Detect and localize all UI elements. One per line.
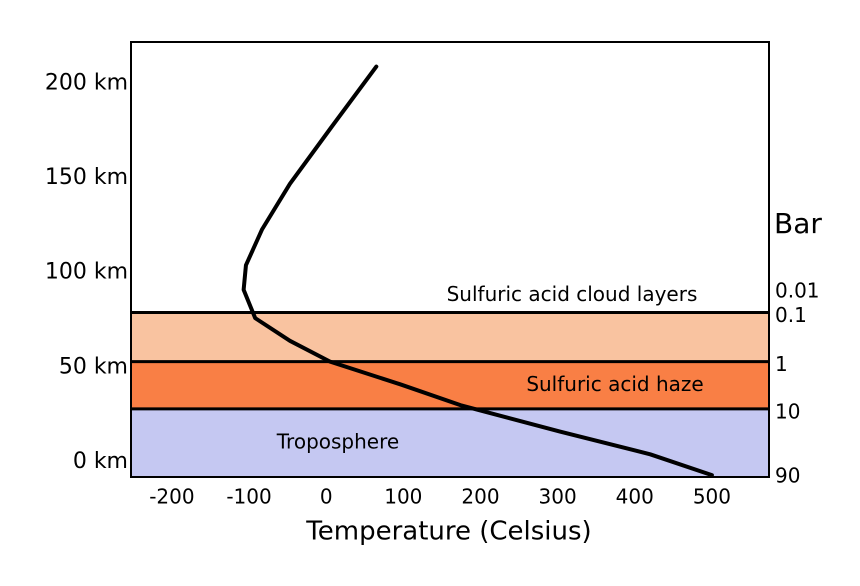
region-label: Troposphere xyxy=(276,429,399,453)
x-tick-label: 0 xyxy=(320,485,333,509)
x-tick-label: 500 xyxy=(693,485,731,509)
pressure-tick-label: 0.1 xyxy=(775,303,807,327)
pressure-tick-label: 0.01 xyxy=(775,278,820,302)
x-tick-label: 100 xyxy=(384,485,422,509)
temperature-curve xyxy=(241,64,714,478)
y-tick-label: 0 km xyxy=(73,449,128,474)
region-label: Sulfuric acid cloud layers xyxy=(447,282,698,306)
pressure-tick-label: 90 xyxy=(775,464,800,488)
pressure-axis-label: Bar xyxy=(774,207,822,240)
region xyxy=(131,408,769,477)
x-tick-label: 400 xyxy=(616,485,654,509)
x-tick-label: -100 xyxy=(226,485,271,509)
y-tick-label: 50 km xyxy=(59,354,128,379)
region-label: Sulfuric acid haze xyxy=(526,372,703,396)
pressure-tick-label: 1 xyxy=(775,352,788,376)
y-tick-label: 150 km xyxy=(45,165,128,190)
x-axis-label: Temperature (Celsius) xyxy=(305,517,591,547)
region xyxy=(131,312,769,362)
x-tick-label: 300 xyxy=(539,485,577,509)
x-tick-label: -200 xyxy=(149,485,194,509)
y-tick-label: 200 km xyxy=(45,71,128,96)
x-tick-label: 200 xyxy=(461,485,499,509)
y-tick-label: 100 km xyxy=(45,260,128,285)
plot-frame xyxy=(130,41,770,478)
pressure-tick-label: 10 xyxy=(775,399,800,423)
